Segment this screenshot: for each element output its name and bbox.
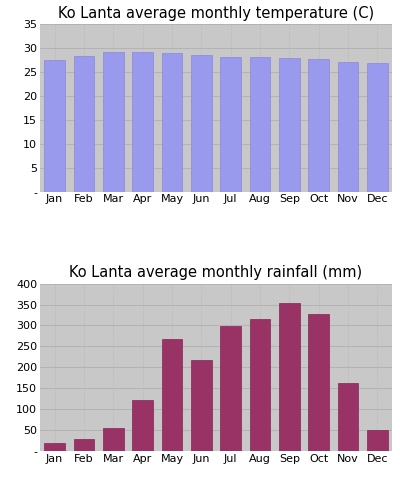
Bar [191, 54, 212, 192]
Bar [74, 439, 94, 451]
Bar [250, 319, 270, 451]
Bar [44, 443, 65, 451]
Bar [162, 53, 182, 192]
Bar [162, 339, 182, 451]
Bar [132, 52, 153, 192]
Bar [279, 58, 300, 192]
Bar [250, 57, 270, 192]
Bar [308, 314, 329, 451]
Bar [103, 428, 124, 451]
Title: Ko Lanta average monthly rainfall (mm): Ko Lanta average monthly rainfall (mm) [70, 265, 362, 280]
Bar [44, 60, 65, 192]
Bar [191, 360, 212, 451]
Title: Ko Lanta average monthly temperature (C): Ko Lanta average monthly temperature (C) [58, 5, 374, 21]
Bar [338, 383, 358, 451]
Bar [338, 62, 358, 192]
Bar [308, 59, 329, 192]
Bar [220, 56, 241, 192]
Bar [367, 430, 388, 451]
Bar [279, 303, 300, 451]
Bar [367, 63, 388, 192]
Bar [220, 326, 241, 451]
Bar [103, 52, 124, 192]
Bar [74, 55, 94, 192]
Bar [132, 400, 153, 451]
